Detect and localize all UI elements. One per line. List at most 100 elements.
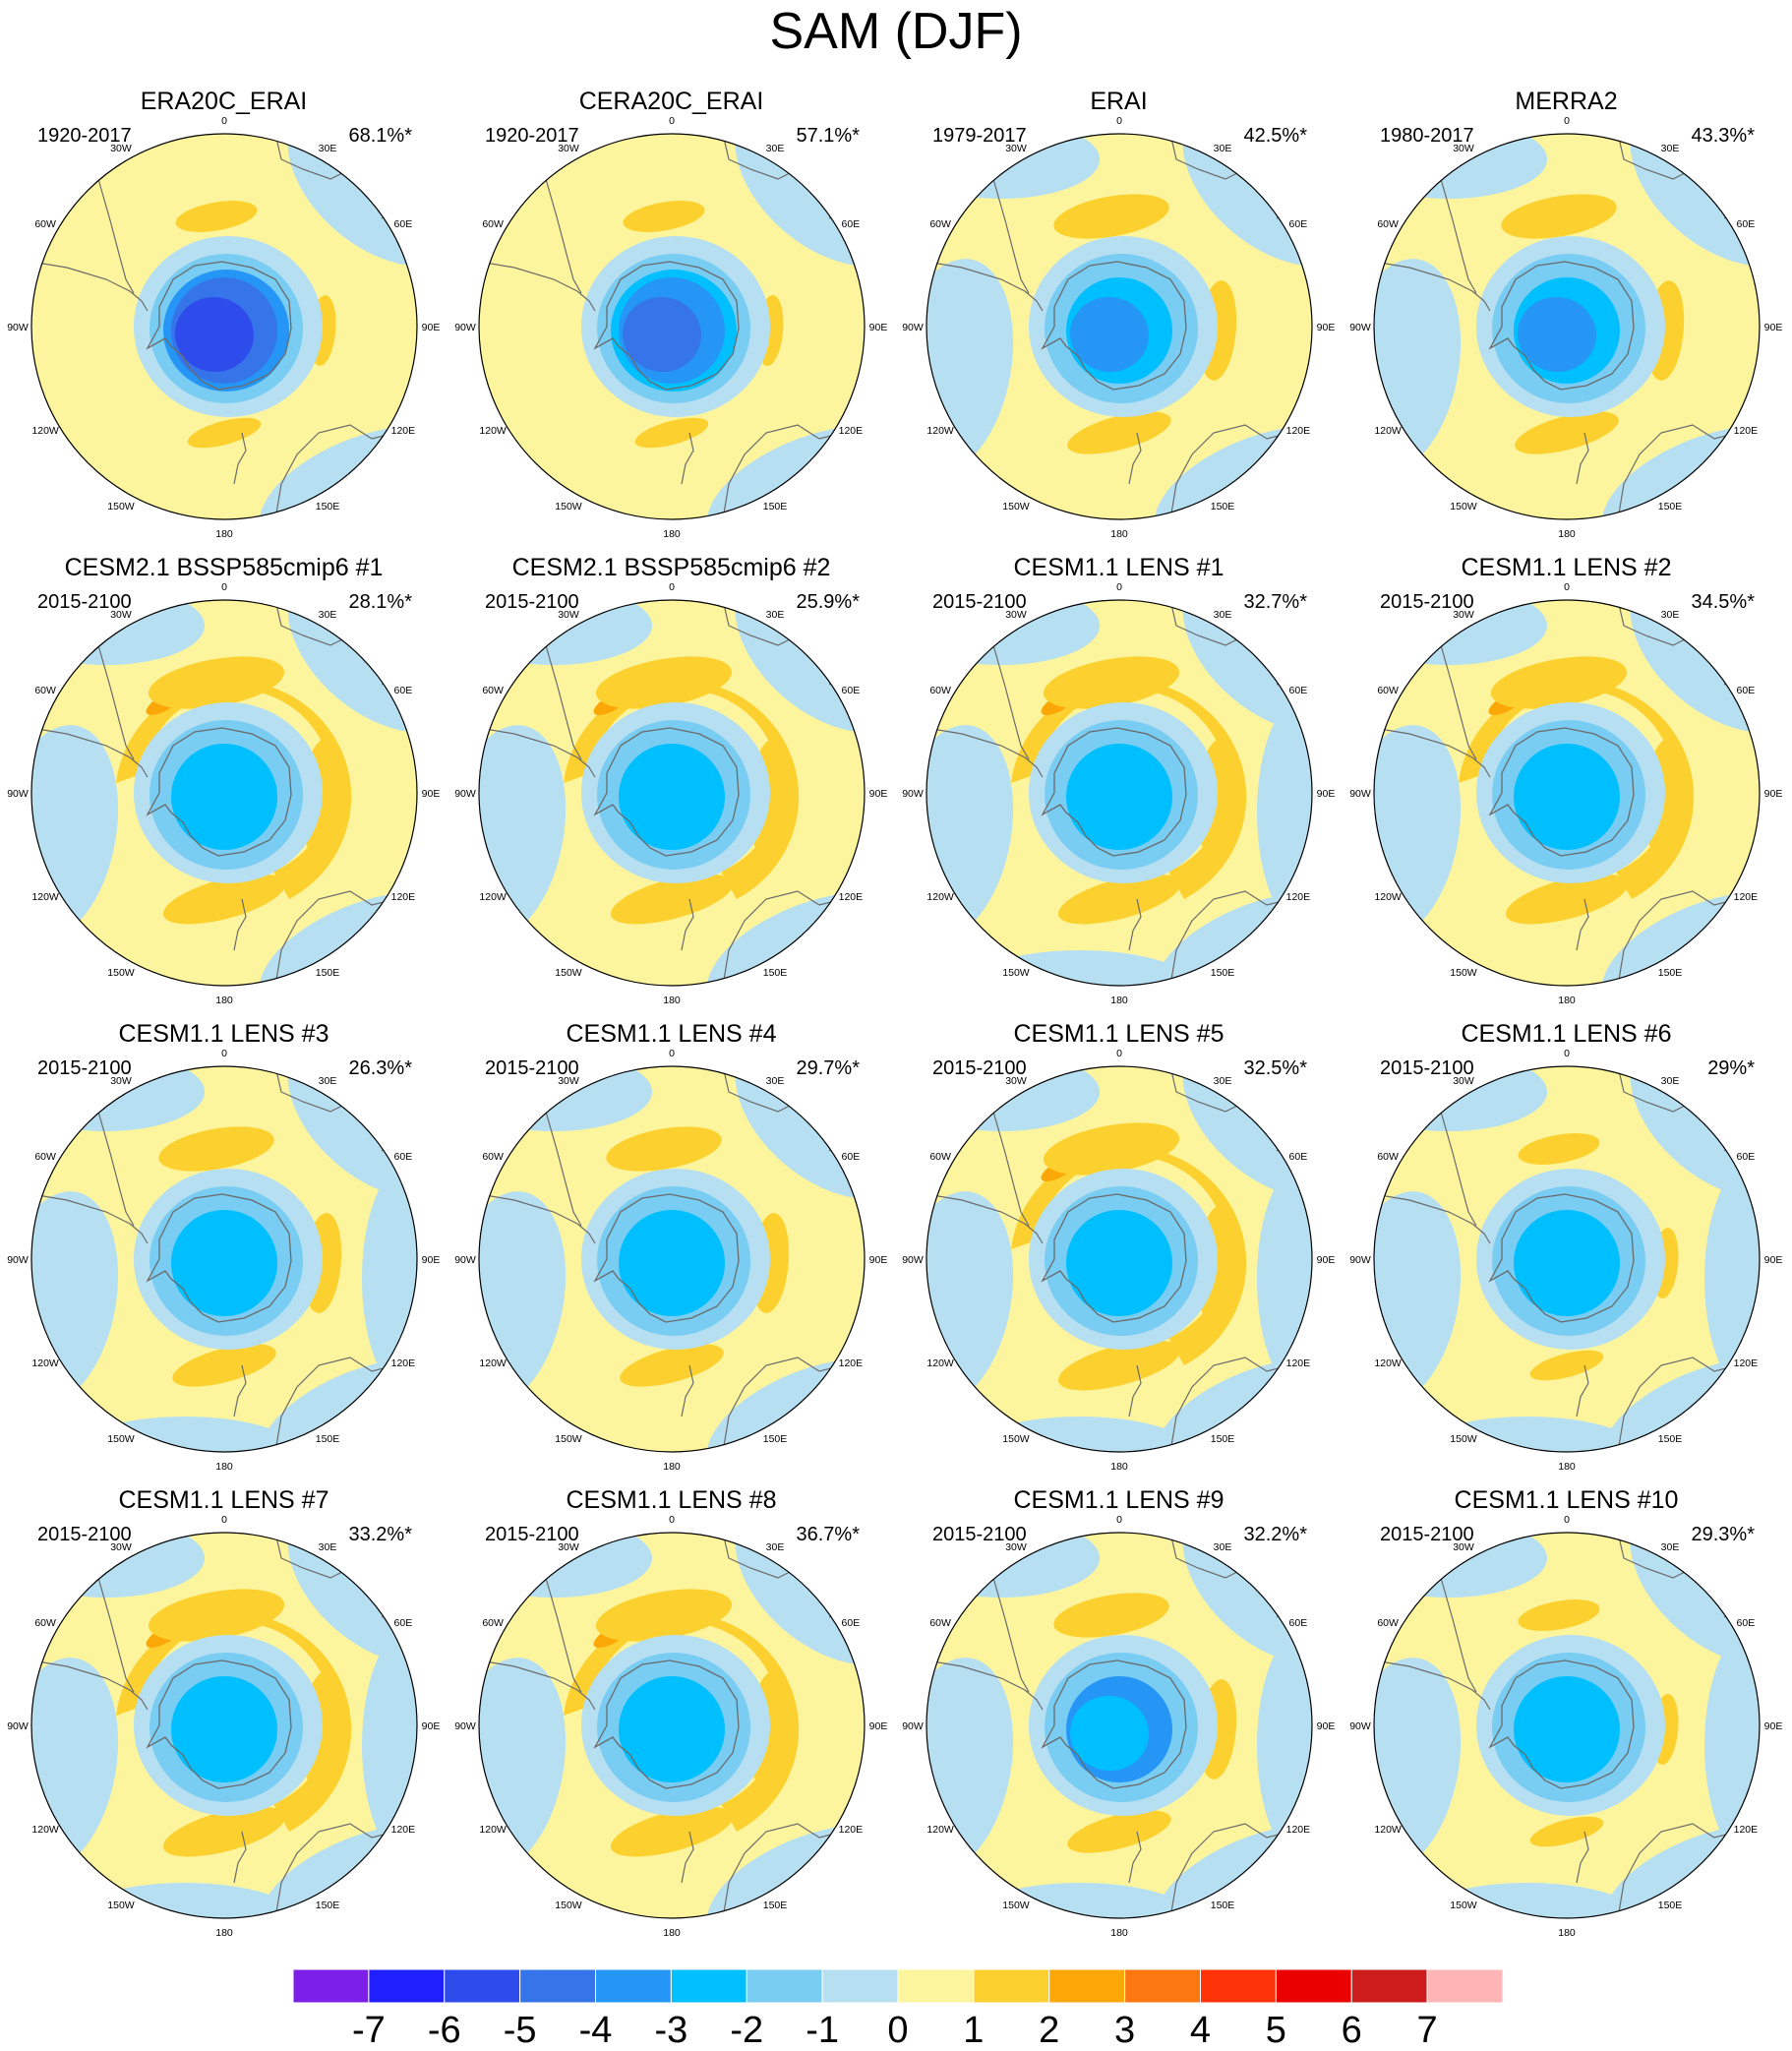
longitude-label: 30E <box>1214 1541 1232 1553</box>
longitude-label: 120W <box>1374 1824 1402 1836</box>
panel-title: CESM1.1 LENS #1 <box>1013 554 1225 581</box>
longitude-label: 60E <box>842 1617 861 1629</box>
panel-variance: 33.2%* <box>348 1524 413 1545</box>
longitude-label: 150W <box>1002 1433 1030 1445</box>
continent-coastline <box>1617 134 1694 180</box>
polar-map: 0 30E 60E 90E 120E 150E 180 150W 120W 90W 60W 30W <box>7 581 440 1006</box>
longitude-label: 30E <box>1214 609 1232 621</box>
figure-title: SAM (DJF) <box>769 3 1023 60</box>
longitude-label: 150E <box>1658 967 1683 979</box>
longitude-label: 180 <box>1110 995 1128 1006</box>
panel-variance: 25.9%* <box>796 591 861 613</box>
longitude-label: 90W <box>7 788 29 800</box>
polar-map: 0 30E 60E 90E 120E 150E 180 150W 120W 90W 60W 30W <box>1349 115 1782 540</box>
negative-anomaly-patch <box>479 1658 567 1872</box>
polar-vortex-core <box>623 1229 701 1305</box>
polar-vortex-core <box>175 1695 254 1772</box>
panel-period: 2015-2100 <box>485 591 579 613</box>
longitude-label: 180 <box>215 1927 233 1939</box>
map-panel: 0 30E 60E 90E 120E 150E 180 150W 120W 90W 60W 30W CE… <box>1343 553 1790 1020</box>
longitude-label: 60W <box>1377 218 1399 230</box>
colorbar-label: -1 <box>806 2010 840 2051</box>
positive-anomaly-lobe <box>162 1806 286 1857</box>
antarctica-coastline <box>146 1659 292 1789</box>
longitude-label: 150W <box>1450 967 1477 979</box>
polar-map: 0 30E 60E 90E 120E 150E 180 150W 120W 90W 60W 30W <box>902 1514 1335 1939</box>
longitude-label: 150E <box>316 967 340 979</box>
longitude-label: 150E <box>1211 967 1235 979</box>
polar-vortex-core <box>1070 296 1149 373</box>
longitude-label: 120W <box>926 1357 954 1369</box>
longitude-label: 0 <box>1564 581 1570 593</box>
positive-anomaly-lobe <box>634 417 709 449</box>
continent-coastline <box>1576 1364 1589 1418</box>
positive-anomaly-lobe <box>1057 1340 1181 1391</box>
panel-period: 2015-2100 <box>932 1057 1027 1079</box>
panel-title: CESM1.1 LENS #7 <box>118 1486 329 1514</box>
positive-anomaly-lobe <box>606 1126 722 1172</box>
longitude-label: 30W <box>558 1541 579 1553</box>
positive-anomaly-lobe <box>1515 411 1619 454</box>
positive-anomaly-lobe <box>620 1344 724 1387</box>
longitude-label: 90E <box>1317 322 1336 333</box>
colorbar-label: -7 <box>351 2010 386 2051</box>
map-boundary <box>1373 599 1761 987</box>
panel-variance: 26.3%* <box>348 1057 413 1079</box>
continent-coastline <box>722 134 799 180</box>
polar-map: 0 30E 60E 90E 120E 150E 180 150W 120W 90W 60W 30W <box>7 1514 440 1939</box>
longitude-label: 150W <box>555 967 582 979</box>
longitude-label: 60E <box>842 218 861 230</box>
longitude-label: 150W <box>107 501 135 513</box>
negative-anomaly-patch <box>31 725 119 939</box>
negative-anomaly-patch <box>1257 694 1312 931</box>
longitude-label: 60E <box>394 1617 413 1629</box>
map-panel: 0 30E 60E 90E 120E 150E 180 150W 120W 90W 60W 30W CE… <box>0 553 448 1020</box>
continent-coastline <box>926 1659 1044 1711</box>
longitude-label: 0 <box>1564 1048 1570 1059</box>
negative-anomaly-patch <box>1374 1658 1462 1872</box>
longitude-label: 120E <box>839 891 864 903</box>
antarctica-coastline <box>593 727 740 857</box>
positive-anomaly-lobe <box>162 874 286 925</box>
panel-variance: 29.3%* <box>1691 1524 1756 1545</box>
continent-coastline <box>1617 600 1694 646</box>
longitude-label: 60E <box>1289 218 1308 230</box>
longitude-label: 180 <box>215 995 233 1006</box>
longitude-label: 30W <box>1005 1075 1027 1087</box>
polar-map: 0 30E 60E 90E 120E 150E 180 150W 120W 90W 60W 30W <box>1349 1514 1782 1939</box>
positive-anomaly-lobe <box>1518 1133 1600 1165</box>
longitude-label: 150E <box>763 1900 788 1911</box>
longitude-label: 60W <box>929 1151 951 1163</box>
map-panel: 0 30E 60E 90E 120E 150E 180 150W 120W 90W 60W 30W CE… <box>448 1019 895 1486</box>
longitude-label: 0 <box>221 115 227 127</box>
continent-coastline <box>1128 1831 1142 1884</box>
negative-anomaly-patch <box>926 259 1014 473</box>
map-boundary <box>926 599 1313 987</box>
longitude-label: 90E <box>869 1254 888 1266</box>
longitude-label: 150W <box>1450 501 1477 513</box>
longitude-label: 150E <box>316 1900 340 1911</box>
polar-vortex-core <box>623 762 701 839</box>
longitude-label: 180 <box>1110 1461 1128 1473</box>
panel-title: ERA20C_ERAI <box>140 88 308 115</box>
longitude-label: 150E <box>1658 501 1683 513</box>
continent-coastline <box>479 1193 596 1244</box>
polar-vortex-core <box>623 296 701 373</box>
colorbar-label: 0 <box>887 2010 909 2051</box>
colorbar-box <box>1275 1969 1352 2004</box>
panel-variance: 32.5%* <box>1243 1057 1308 1079</box>
map-panel: 0 30E 60E 90E 120E 150E 180 150W 120W 90W 60W 30W CE… <box>895 1019 1343 1486</box>
longitude-label: 90W <box>1349 788 1371 800</box>
longitude-label: 150E <box>316 1433 340 1445</box>
map-panel: 0 30E 60E 90E 120E 150E 180 150W 120W 90W 60W 30W CE… <box>0 1485 448 1953</box>
continent-coastline <box>1374 261 1491 312</box>
panel-variance: 29.7%* <box>796 1057 861 1079</box>
longitude-label: 120W <box>1374 425 1402 437</box>
longitude-label: 90W <box>7 322 29 333</box>
longitude-label: 60E <box>1289 1617 1308 1629</box>
panel-variance: 34.5%* <box>1691 591 1756 613</box>
panel-title: MERRA2 <box>1515 88 1618 115</box>
longitude-label: 30E <box>1661 143 1680 154</box>
longitude-label: 30W <box>1453 609 1474 621</box>
map-boundary <box>30 1065 418 1453</box>
